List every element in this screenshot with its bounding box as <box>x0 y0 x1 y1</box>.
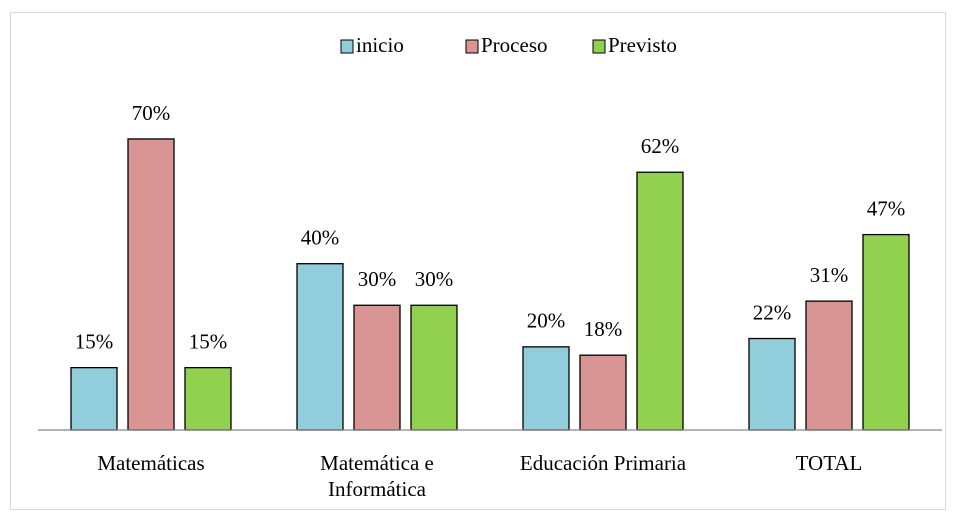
data-label: 40% <box>301 226 340 250</box>
legend-swatch <box>465 39 479 54</box>
bar <box>805 300 853 431</box>
data-label: 30% <box>415 267 454 291</box>
data-label: 31% <box>810 263 849 287</box>
data-label: 70% <box>132 101 171 125</box>
bar <box>748 337 796 431</box>
legend-swatch <box>340 39 354 54</box>
bar <box>410 304 458 431</box>
legend-swatch <box>592 39 606 54</box>
x-tick-label: TOTAL <box>795 451 863 475</box>
bar <box>579 354 627 431</box>
data-label: 47% <box>867 196 906 220</box>
bar <box>70 366 118 431</box>
data-label: 18% <box>584 317 623 341</box>
legend-label: Proceso <box>481 33 548 57</box>
bar <box>862 233 910 431</box>
bar <box>522 346 570 431</box>
data-label: 15% <box>75 329 114 353</box>
bar <box>127 138 175 431</box>
data-label: 30% <box>358 267 397 291</box>
data-label: 62% <box>641 134 680 158</box>
data-label: 15% <box>189 329 228 353</box>
data-label: 20% <box>527 309 566 333</box>
x-tick-label: Matemáticas <box>97 451 205 475</box>
x-tick-label: Matemática e Informática <box>320 451 434 501</box>
legend-label: inicio <box>356 33 404 57</box>
bar <box>296 263 344 431</box>
x-tick-label: Educación Primaria <box>519 451 687 475</box>
data-label: 22% <box>753 300 792 324</box>
bar <box>353 304 401 431</box>
legend-label: Previsto <box>608 33 677 57</box>
bar <box>636 171 684 431</box>
bar <box>184 366 232 431</box>
